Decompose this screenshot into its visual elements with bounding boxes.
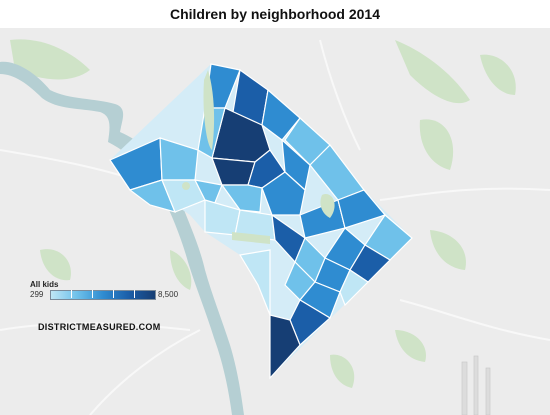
- legend-min-label: 299: [30, 290, 44, 299]
- map-title: Children by neighborhood 2014: [169, 6, 381, 22]
- color-legend: All kids 299 8,500: [30, 280, 178, 310]
- legend-tick: [92, 290, 93, 298]
- potomac-river: [0, 61, 244, 415]
- neighborhood-cluster[interactable]: [339, 269, 369, 307]
- title-bar: Children by neighborhood 2014: [0, 0, 550, 29]
- legend-tick: [113, 290, 114, 298]
- map-canvas[interactable]: [0, 28, 550, 415]
- road-network: [0, 39, 550, 415]
- neighborhood-cluster[interactable]: [269, 314, 301, 380]
- legend-title: All kids: [30, 280, 59, 289]
- legend-gradient-bar: [50, 290, 156, 300]
- neighborhood-cluster[interactable]: [220, 184, 263, 213]
- legend-tick: [134, 290, 135, 298]
- neighborhood-cluster[interactable]: [261, 171, 306, 216]
- park-areas: [10, 39, 516, 388]
- neighborhood-clusters: [109, 63, 413, 380]
- legend-max-label: 8,500: [158, 290, 179, 299]
- interior-parks: [182, 70, 335, 244]
- legend-tick: [71, 290, 72, 298]
- neighborhood-cluster[interactable]: [239, 249, 271, 316]
- credit-text: DISTRICTMEASURED.COM: [38, 322, 161, 332]
- airport-runways: [461, 355, 491, 415]
- map-area[interactable]: [0, 28, 550, 415]
